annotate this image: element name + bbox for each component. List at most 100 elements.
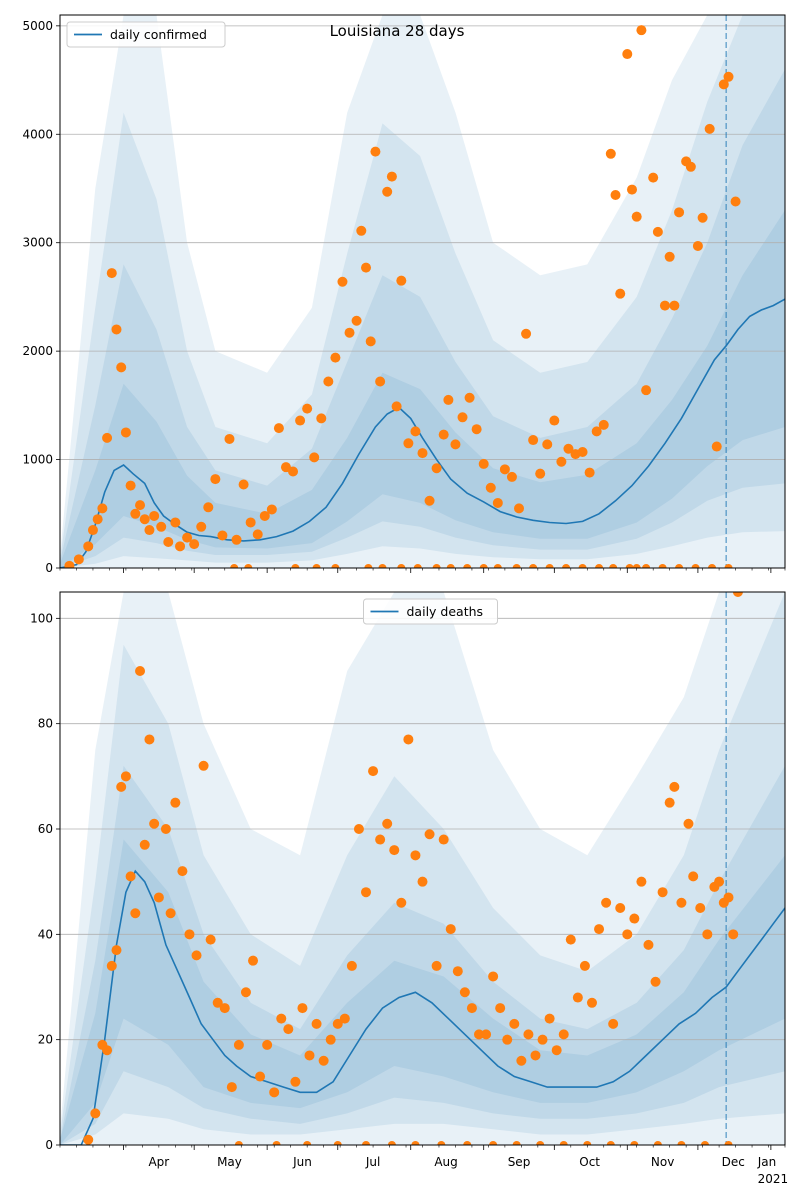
observed-point (610, 189, 621, 200)
observed-point (391, 401, 402, 412)
observed-point (288, 466, 299, 477)
observed-zero-point (708, 564, 717, 568)
observed-zero-point (606, 1141, 615, 1145)
observed-zero-point (493, 564, 502, 568)
observed-point (669, 781, 680, 792)
observed-point (382, 186, 393, 197)
observed-point (149, 818, 160, 829)
x-tick-year-label: 2021 (758, 1172, 789, 1186)
observed-point (702, 929, 713, 940)
observed-point (478, 458, 489, 469)
observed-point (521, 328, 532, 339)
observed-point (290, 1076, 301, 1087)
observed-point (516, 1055, 527, 1066)
observed-point (163, 536, 174, 547)
observed-point (92, 514, 103, 525)
observed-point (139, 839, 150, 850)
observed-point (431, 960, 442, 971)
observed-point (217, 530, 228, 541)
observed-point (106, 268, 117, 279)
observed-point (295, 415, 306, 426)
observed-point (276, 1013, 287, 1024)
observed-zero-point (272, 1141, 281, 1145)
observed-zero-point (595, 564, 604, 568)
y-tick-label: 4000 (22, 127, 53, 141)
observed-zero-point (463, 564, 472, 568)
observed-point (111, 324, 122, 335)
observed-point (697, 212, 708, 223)
observed-point (657, 887, 668, 898)
observed-point (266, 504, 277, 515)
observed-point (636, 876, 647, 887)
observed-point (184, 929, 195, 940)
observed-point (182, 532, 193, 543)
observed-point (139, 514, 150, 525)
observed-point (528, 435, 539, 446)
y-tick-label: 20 (38, 1033, 53, 1047)
observed-point (344, 327, 355, 338)
observed-point (641, 385, 652, 396)
observed-point (551, 1045, 562, 1056)
legend-box (66, 21, 226, 48)
observed-point (424, 829, 435, 840)
y-tick-label: 60 (38, 822, 53, 836)
observed-point (203, 502, 214, 513)
observed-point (309, 452, 320, 463)
observed-point (652, 226, 663, 237)
observed-point (135, 500, 146, 511)
x-tick-label: Apr (148, 1155, 169, 1169)
observed-zero-point (512, 564, 521, 568)
observed-point (683, 818, 694, 829)
observed-point (337, 276, 348, 287)
observed-point (226, 1082, 237, 1093)
observed-point (120, 427, 131, 438)
observed-point (438, 429, 449, 440)
observed-point (191, 950, 202, 961)
observed-zero-point (378, 564, 387, 568)
observed-point (210, 474, 221, 485)
observed-zero-point (333, 1141, 342, 1145)
observed-point (64, 560, 75, 568)
observed-point (549, 415, 560, 426)
observed-zero-point (230, 564, 239, 568)
observed-zero-point (489, 1141, 498, 1145)
observed-point (238, 479, 249, 490)
observed-point (457, 412, 468, 423)
observed-point (382, 818, 393, 829)
observed-point (255, 1071, 266, 1082)
observed-zero-point (244, 564, 253, 568)
observed-point (622, 49, 633, 60)
observed-point (572, 992, 583, 1003)
observed-point (452, 966, 463, 977)
observed-point (283, 1024, 294, 1035)
observed-point (83, 541, 94, 552)
observed-point (269, 1087, 280, 1098)
observed-point (481, 1029, 492, 1040)
observed-point (688, 871, 699, 882)
observed-point (732, 592, 743, 597)
observed-zero-point (529, 564, 538, 568)
observed-point (598, 419, 609, 430)
observed-point (346, 960, 357, 971)
observed-point (339, 1013, 350, 1024)
observed-point (410, 426, 421, 437)
observed-zero-point (677, 1141, 686, 1145)
observed-point (445, 924, 456, 935)
observed-point (90, 1108, 101, 1119)
x-tick-label: Nov (651, 1155, 674, 1169)
y-tick-label: 0 (45, 561, 53, 575)
observed-point (205, 934, 216, 945)
legend-label: daily confirmed (110, 27, 207, 42)
observed-zero-point (364, 564, 373, 568)
observed-point (316, 413, 327, 424)
observed-point (389, 845, 400, 856)
observed-point (248, 955, 259, 966)
observed-point (586, 997, 597, 1008)
observed-zero-point (303, 1141, 312, 1145)
legend-label: daily deaths (407, 604, 484, 619)
deaths-panel: 0 20 40 60 80 100 Apr May Jun Jul Aug Sep Oct Nov Dec J… (30, 591, 789, 1186)
y-tick-label: 1000 (22, 453, 53, 467)
observed-point (730, 196, 741, 207)
observed-point (676, 897, 687, 908)
